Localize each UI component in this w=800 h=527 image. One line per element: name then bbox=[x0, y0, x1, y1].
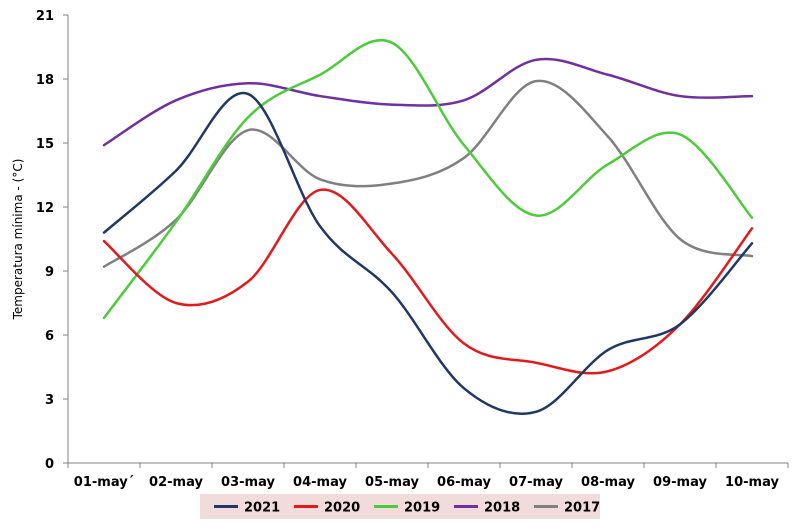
x-tick-label: 03-may bbox=[221, 475, 275, 490]
series-line-2017 bbox=[102, 79, 754, 268]
legend-label-2018: 2018 bbox=[484, 501, 520, 516]
x-tick-label: 10-may bbox=[725, 475, 779, 490]
series-lines bbox=[102, 39, 754, 415]
series-line-2019 bbox=[102, 39, 754, 320]
x-tick-label: 02-may bbox=[149, 475, 203, 490]
series-line-2020 bbox=[102, 188, 754, 375]
legend-background bbox=[200, 494, 600, 519]
series-line-2021 bbox=[102, 91, 754, 415]
x-tick-label: 07-may bbox=[509, 475, 563, 490]
x-tick-label: 05-may bbox=[365, 475, 419, 490]
y-tick-label: 18 bbox=[36, 73, 54, 88]
series-line-2018 bbox=[102, 57, 754, 147]
y-tick-label: 3 bbox=[45, 393, 54, 408]
y-axis-label: Temperatura mínima - (°C) bbox=[11, 159, 25, 321]
x-tick-label: 06-may bbox=[437, 475, 491, 490]
legend-label-2017: 2017 bbox=[564, 501, 600, 516]
legend: 2021 2020 2019 2018 2017 bbox=[200, 494, 600, 519]
legend-label-2019: 2019 bbox=[404, 501, 440, 516]
y-tick-label: 0 bbox=[45, 457, 54, 472]
x-tick-label: 04-may bbox=[293, 475, 347, 490]
x-tick-label: 08-may bbox=[581, 475, 635, 490]
y-tick-label: 9 bbox=[45, 265, 54, 280]
y-tick-label: 12 bbox=[36, 201, 54, 216]
x-tick-label: 01-may´ bbox=[74, 475, 134, 490]
y-tick-label: 15 bbox=[36, 137, 54, 152]
x-tick-label: 09-may bbox=[653, 475, 707, 490]
y-tick-label: 21 bbox=[36, 9, 54, 24]
legend-label-2021: 2021 bbox=[244, 501, 280, 516]
y-axis-ticks: 0 3 6 9 12 15 18 21 bbox=[36, 9, 68, 472]
legend-label-2020: 2020 bbox=[324, 501, 360, 516]
y-tick-label: 6 bbox=[45, 329, 54, 344]
x-axis-ticks: 01-may´ 02-may 03-may 04-may 05-may 06-may 07-… bbox=[67, 463, 789, 490]
